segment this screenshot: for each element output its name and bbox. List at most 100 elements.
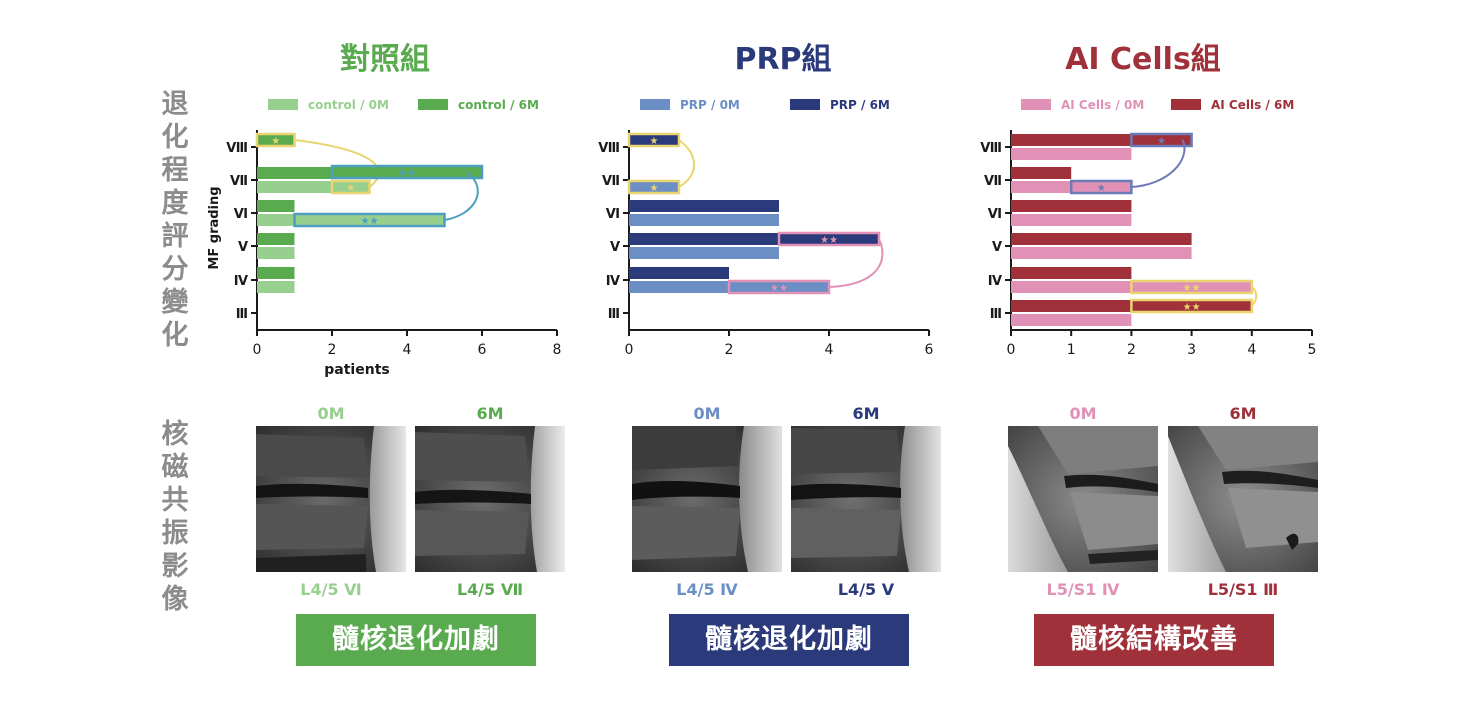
mri-image-ai-0m	[1008, 426, 1158, 572]
significance-star: ★	[271, 136, 280, 147]
x-axis-title: patients	[324, 362, 389, 378]
connector-line	[1131, 139, 1186, 188]
mri-level-label: L4/5 Ⅵ	[300, 580, 362, 599]
connector-line	[828, 238, 884, 288]
legend-swatch	[418, 99, 448, 110]
y-tick-label: Ⅶ	[984, 174, 1002, 189]
bar-6m	[257, 167, 332, 179]
side-label-char: 磁	[161, 452, 189, 483]
mri-level-label: L4/5 Ⅳ	[676, 580, 738, 599]
significance-star: ★★	[1183, 283, 1201, 294]
bar-0m	[629, 247, 779, 259]
mri-time-label: 0M	[693, 404, 721, 423]
side-label-char: 像	[161, 584, 189, 615]
side-label-char: 分	[161, 254, 189, 285]
bar-0m	[629, 281, 729, 293]
mri-image-control-0m	[256, 426, 406, 572]
panel-title-prp: PRP組	[734, 42, 832, 77]
bar-6m	[1011, 233, 1192, 245]
side-label-char: 影	[161, 551, 189, 582]
y-tick-label: Ⅶ	[602, 174, 620, 189]
mri-image-prp-0m	[632, 426, 782, 572]
x-tick-label: 3	[1187, 342, 1196, 358]
x-tick-label: 0	[1007, 342, 1016, 358]
legend-label: PRP / 0M	[680, 98, 740, 112]
y-tick-label: Ⅵ	[234, 207, 248, 222]
y-tick-label: Ⅳ	[234, 274, 249, 289]
y-tick-label: Ⅷ	[226, 141, 248, 156]
bar-0m	[1011, 148, 1132, 160]
side-label-char: 程	[161, 155, 189, 186]
y-axis-title: MF grading	[207, 186, 222, 269]
legend-label: AI Cells / 0M	[1061, 98, 1144, 112]
side-label-char: 化	[161, 122, 189, 153]
significance-star: ★	[346, 183, 355, 194]
legend-label: control / 0M	[308, 98, 389, 112]
mri-time-label: 0M	[1069, 404, 1097, 423]
conclusion-banner-control: 髓核退化加劇	[296, 614, 536, 666]
bar-0m	[257, 281, 295, 293]
y-tick-label: Ⅴ	[992, 240, 1002, 255]
side-label-grading-change: 退化程度評分變化	[158, 88, 192, 352]
side-label-mri: 核磁共振影像	[158, 418, 192, 616]
x-tick-label: 1	[1067, 342, 1076, 358]
mri-level-label: L5/S1 Ⅲ	[1207, 580, 1279, 599]
y-tick-label: Ⅳ	[606, 274, 621, 289]
y-tick-label: Ⅵ	[606, 207, 620, 222]
legend-swatch	[268, 99, 298, 110]
y-tick-label: Ⅵ	[988, 207, 1002, 222]
x-tick-label: 4	[1247, 342, 1256, 358]
legend-label: AI Cells / 6M	[1211, 98, 1294, 112]
highlight-box	[330, 164, 484, 180]
significance-star: ★★	[1183, 302, 1201, 313]
side-label-char: 變	[161, 287, 189, 318]
mri-time-label: 6M	[1229, 404, 1257, 423]
connector-line	[678, 139, 695, 188]
mri-image-ai-6m	[1168, 426, 1318, 572]
significance-star: ★	[650, 136, 659, 147]
x-tick-label: 6	[478, 342, 487, 358]
bar-6m	[629, 267, 729, 279]
significance-star: ★★	[770, 283, 788, 294]
y-tick-label: Ⅲ	[608, 307, 620, 322]
connector-line	[1251, 286, 1258, 307]
grading-charts: control / 0M control / 6M 0 2 4 6 8 Ⅷ Ⅶ Ⅵ Ⅴ Ⅳ Ⅲpatie…	[207, 98, 1316, 378]
bar-0m	[1011, 247, 1192, 259]
bar-0m	[1011, 314, 1132, 326]
mri-time-label: 0M	[317, 404, 345, 423]
bar-6m	[629, 200, 779, 212]
side-label-char: 共	[161, 485, 189, 516]
mri-time-label: 6M	[852, 404, 880, 423]
x-tick-label: 0	[625, 342, 634, 358]
x-tick-label: 6	[925, 342, 934, 358]
bar-6m	[257, 233, 295, 245]
bar-0m	[257, 181, 332, 193]
significance-star: ★★	[361, 216, 379, 227]
side-label-char: 化	[161, 320, 189, 351]
significance-star: ★★	[398, 168, 416, 179]
significance-star: ★	[650, 183, 659, 194]
highlight-box	[1130, 132, 1193, 148]
significance-star: ★★	[820, 235, 838, 246]
y-tick-label: Ⅳ	[988, 274, 1003, 289]
x-tick-label: 8	[553, 342, 562, 358]
y-tick-label: Ⅷ	[980, 141, 1002, 156]
side-label-char: 退	[161, 89, 189, 120]
y-tick-label: Ⅷ	[598, 141, 620, 156]
legend-swatch	[790, 99, 820, 110]
y-tick-label: Ⅶ	[230, 174, 248, 189]
x-tick-label: 2	[1127, 342, 1136, 358]
conclusion-banner-ai-cells: 髓核結構改善	[1034, 614, 1274, 666]
bar-6m	[257, 200, 295, 212]
side-label-char: 評	[161, 221, 189, 252]
x-tick-label: 4	[825, 342, 834, 358]
mri-level-label: L5/S1 Ⅳ	[1046, 580, 1120, 599]
x-tick-label: 2	[328, 342, 337, 358]
legend-label: PRP / 6M	[830, 98, 890, 112]
mri-level-label: L4/5 Ⅴ	[837, 580, 895, 599]
side-label-char: 度	[161, 188, 189, 219]
y-tick-label: Ⅲ	[236, 307, 248, 322]
x-tick-label: 0	[253, 342, 262, 358]
bar-6m	[1011, 200, 1132, 212]
bar-6m	[1011, 267, 1132, 279]
